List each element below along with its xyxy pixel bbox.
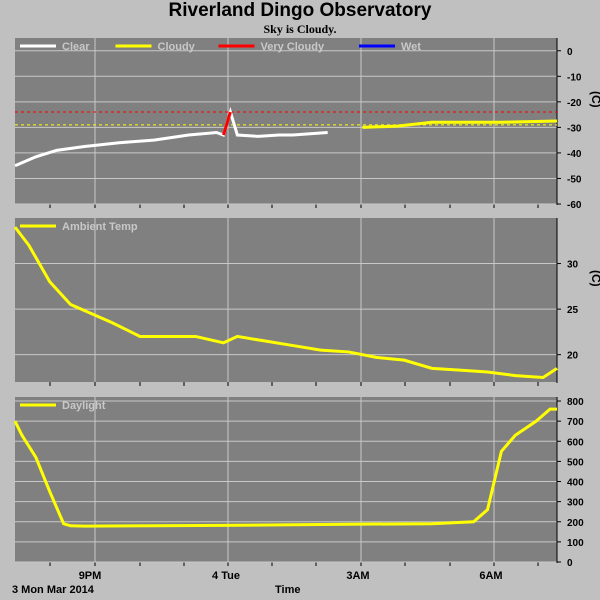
y-tick-label: 600 <box>567 437 584 448</box>
panel-ambient-background <box>15 218 557 382</box>
y-tick-label: 300 <box>567 498 584 509</box>
y-tick-label: 700 <box>567 417 584 428</box>
series-daylight-line <box>13 407 557 528</box>
y-tick-label: 500 <box>567 457 584 468</box>
legend-label: Wet <box>401 41 421 53</box>
x-tick-label: 9PM <box>79 570 102 582</box>
legend-label: Daylight <box>62 400 106 412</box>
y-tick-label: 200 <box>567 518 584 529</box>
y-tick-label: 30 <box>567 260 579 271</box>
legend-label: Clear <box>62 41 90 53</box>
y-tick-label: 0 <box>567 558 573 569</box>
y-tick-label: -10 <box>567 72 582 83</box>
y-tick-label: -40 <box>567 149 582 160</box>
y-tick-label: 25 <box>567 305 579 316</box>
y-tick-label: 100 <box>567 538 584 549</box>
y-tick-label: 0 <box>567 47 573 58</box>
series-very-cloudy-line <box>222 111 232 136</box>
panel-daylight-background <box>15 397 557 562</box>
y-tick-label: -30 <box>567 123 582 134</box>
page-title: Riverland Dingo Observatory <box>168 0 432 21</box>
x-tick-label: 6AM <box>479 570 502 582</box>
legend-label: Cloudy <box>158 41 196 53</box>
x-tick-label: 3AM <box>346 570 369 582</box>
y-tick-label: 800 <box>567 397 584 408</box>
date-label: 3 Mon Mar 2014 <box>12 584 94 596</box>
series-ambient-line <box>13 226 558 379</box>
y-tick-label: -20 <box>567 98 582 109</box>
y-axis-label: (C) <box>589 91 600 108</box>
series-cloudy-line <box>362 119 558 129</box>
legend-label: Very Cloudy <box>261 41 325 53</box>
y-tick-label: -60 <box>567 200 582 211</box>
legend-label: Ambient Temp <box>62 221 138 233</box>
time-axis-label: Time <box>275 584 301 596</box>
sky-status: Sky is Cloudy. <box>263 22 337 36</box>
x-tick-label: 4 Tue <box>212 570 240 582</box>
y-tick-label: 20 <box>567 351 579 362</box>
y-tick-label: -50 <box>567 174 582 185</box>
series-clear-line <box>14 106 328 168</box>
y-tick-label: 400 <box>567 478 584 489</box>
y-axis-label: (C) <box>589 270 600 287</box>
